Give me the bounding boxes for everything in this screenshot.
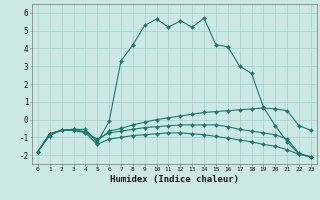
X-axis label: Humidex (Indice chaleur): Humidex (Indice chaleur) xyxy=(110,175,239,184)
